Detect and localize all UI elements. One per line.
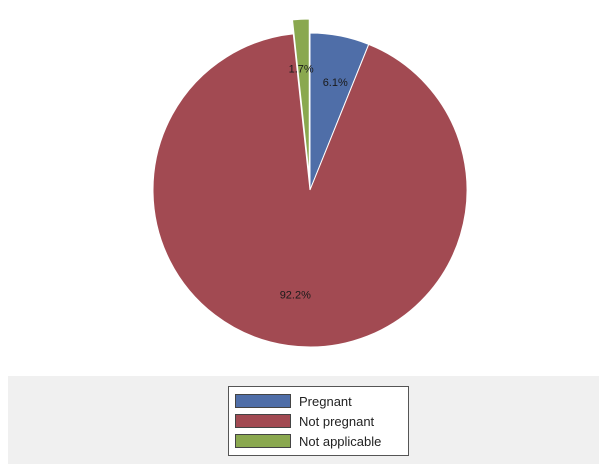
legend-label-pregnant: Pregnant <box>299 393 352 409</box>
legend-item-not-applicable: Not applicable <box>235 431 402 451</box>
legend: Pregnant Not pregnant Not applicable <box>228 386 409 456</box>
legend-swatch-not-pregnant <box>235 414 291 428</box>
legend-label-not-applicable: Not applicable <box>299 433 382 449</box>
pie-labels: 6.1% 92.2% 1.7% <box>280 63 348 301</box>
legend-label-not-pregnant: Not pregnant <box>299 413 375 429</box>
pie-chart: 6.1% 92.2% 1.7% <box>152 18 468 348</box>
legend-item-pregnant: Pregnant <box>235 391 402 411</box>
pie-label-pregnant: 6.1% <box>323 77 348 89</box>
pie-label-not-applicable: 1.7% <box>289 63 314 75</box>
legend-swatch-not-applicable <box>235 434 291 448</box>
pie-label-not-pregnant: 92.2% <box>280 290 311 302</box>
pie-slices <box>152 18 468 348</box>
legend-area: Pregnant Not pregnant Not applicable <box>8 376 599 464</box>
pie-slice-not-applicable <box>291 18 310 177</box>
pie-slice-not-pregnant <box>152 33 468 348</box>
legend-swatch-pregnant <box>235 394 291 408</box>
legend-item-not-pregnant: Not pregnant <box>235 411 402 431</box>
